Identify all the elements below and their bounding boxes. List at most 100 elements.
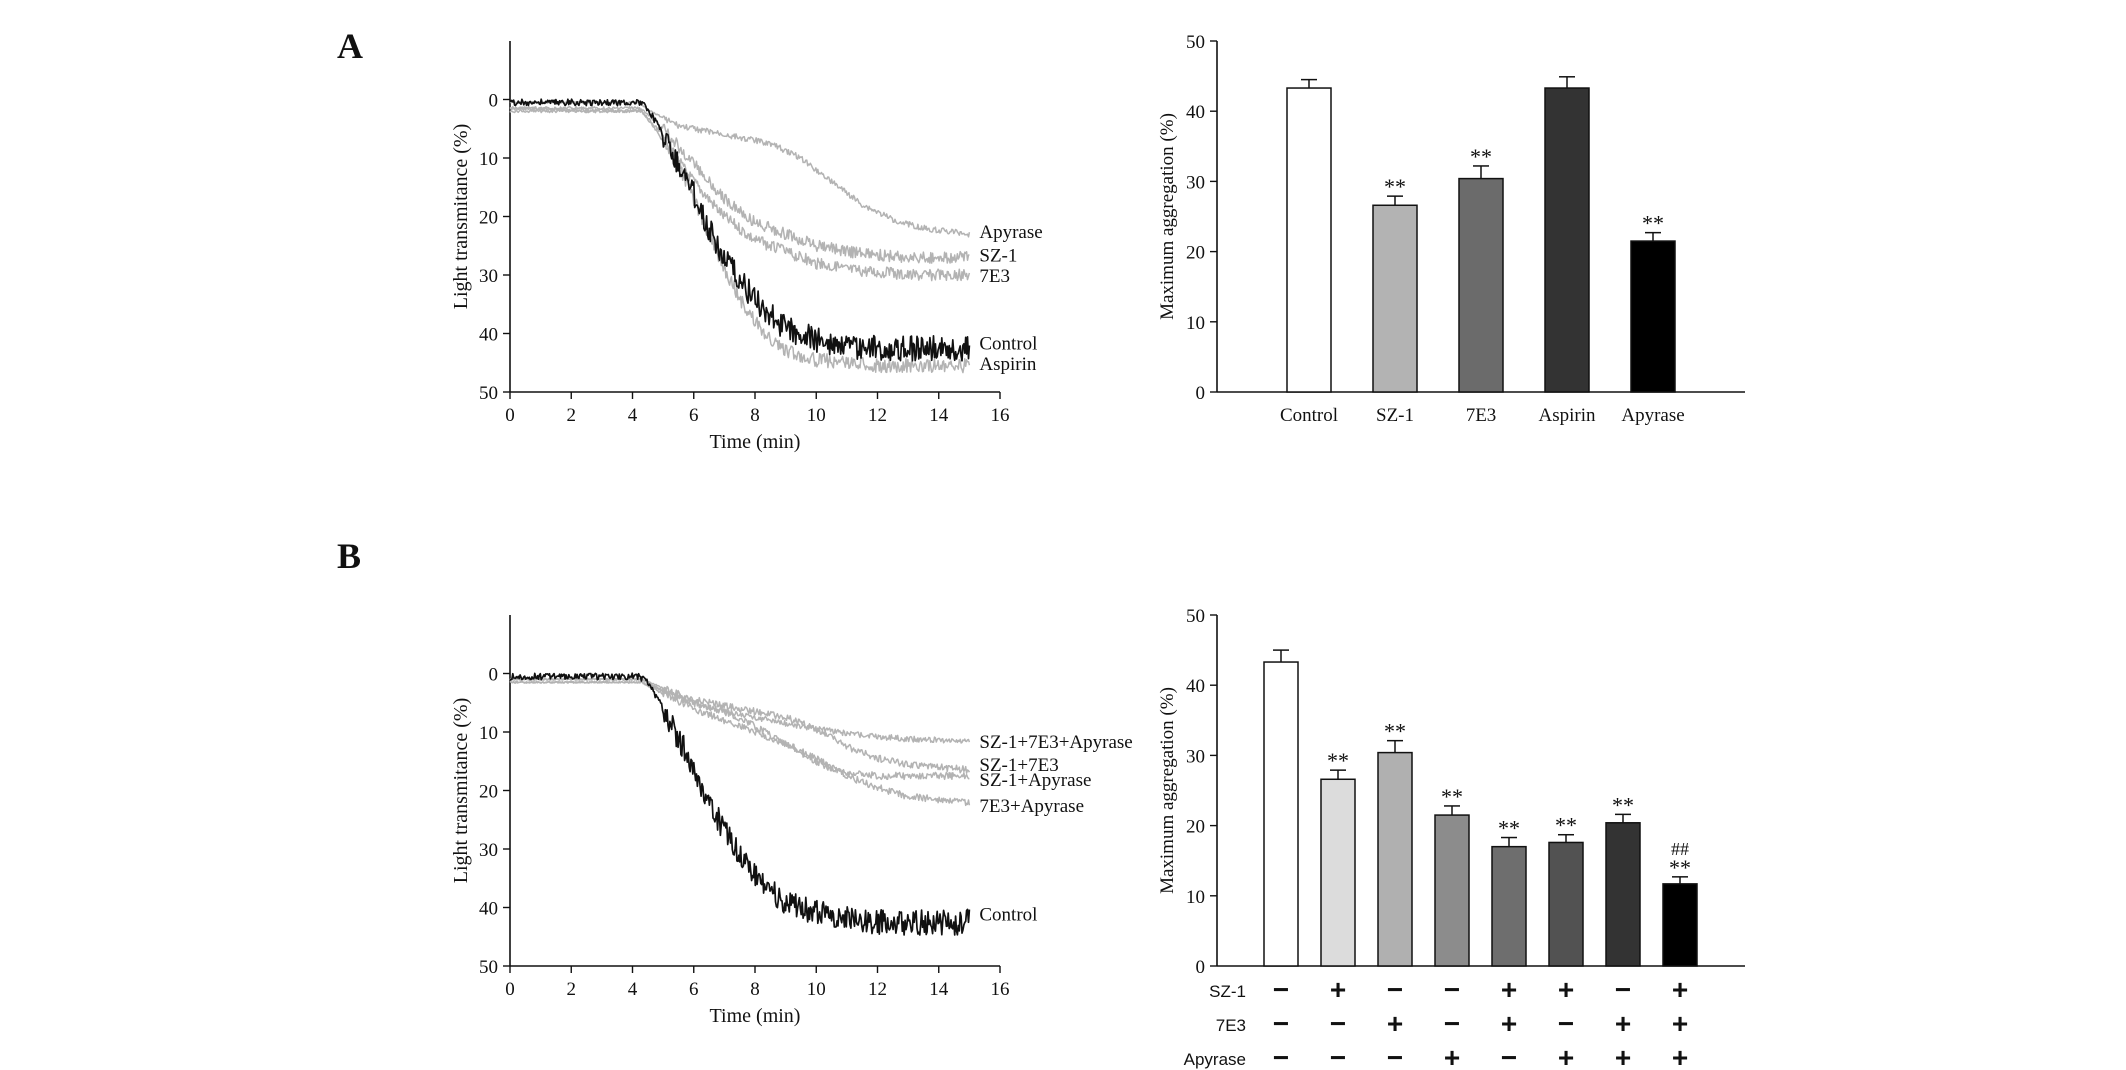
condition-sign: + <box>1501 974 1517 1005</box>
significance-label: ** <box>1642 211 1664 236</box>
y-tick-label: 50 <box>479 957 498 978</box>
series-label: Control <box>979 333 1037 354</box>
bar <box>1263 661 1299 967</box>
condition-sign: + <box>1330 974 1346 1005</box>
line-chart-a: 0 2 4 6 8 10 12 14 16 0 10 20 30 40 50 Time (min) Light … <box>450 41 1043 453</box>
condition-label: Apyrase <box>1184 1050 1246 1069</box>
y-tick-label: 10 <box>1186 887 1205 908</box>
bar <box>1605 822 1641 967</box>
condition-sign: − <box>1273 974 1289 1005</box>
condition-sign: + <box>1501 1008 1517 1039</box>
x-tick-label: 16 <box>991 405 1010 426</box>
condition-sign: − <box>1558 1008 1574 1039</box>
x-axis-title: Time (min) <box>710 1005 801 1027</box>
y-axis-title: Maximum aggregation (%) <box>1157 687 1178 894</box>
series-line-sz-1 <box>509 106 970 264</box>
y-tick-label: 10 <box>479 149 498 170</box>
condition-sign: − <box>1444 1008 1460 1039</box>
y-tick-label: 50 <box>1186 32 1205 53</box>
y-tick-label: 40 <box>1186 676 1205 697</box>
category-label: Apyrase <box>1621 405 1684 426</box>
series-label: Aspirin <box>979 354 1037 375</box>
bar-chart-a: 0 10 20 30 40 50 Maximum aggregation (%) Contro… <box>1157 32 1745 426</box>
y-axis-title: Light transmitance (%) <box>450 124 472 310</box>
significance-label: ** <box>1498 816 1520 841</box>
x-tick-label: 4 <box>628 405 638 426</box>
category-label: SZ-1 <box>1376 405 1414 426</box>
series-label: SZ-1 <box>979 246 1017 267</box>
condition-sign: − <box>1273 1008 1289 1039</box>
category-label: 7E3 <box>1466 405 1497 426</box>
bar <box>1548 841 1584 967</box>
y-axis-title: Light transmitance (%) <box>450 698 472 884</box>
panel-label-a: A <box>337 26 363 66</box>
y-tick-label: 0 <box>1196 957 1206 978</box>
y-tick-label: 20 <box>1186 817 1205 838</box>
condition-sign: − <box>1387 974 1403 1005</box>
condition-sign: − <box>1273 1042 1289 1070</box>
significance-label: ** <box>1669 855 1691 880</box>
x-tick-label: 14 <box>929 979 949 1000</box>
x-tick-label: 10 <box>807 979 826 1000</box>
condition-sign: − <box>1615 974 1631 1005</box>
bar <box>1434 814 1470 967</box>
series-line-7e3 <box>509 109 971 282</box>
series-label: SZ-1+Apyrase <box>979 770 1091 791</box>
y-tick-label: 30 <box>1186 746 1205 767</box>
bar <box>1630 240 1676 393</box>
series-label: SZ-1+7E3+Apyrase <box>979 732 1132 753</box>
y-tick-label: 20 <box>479 208 498 229</box>
condition-sign: + <box>1558 974 1574 1005</box>
y-tick-label: 30 <box>1186 172 1205 193</box>
category-label: Control <box>1280 405 1338 426</box>
bar <box>1458 177 1504 393</box>
x-tick-label: 16 <box>991 979 1010 1000</box>
condition-label: 7E3 <box>1216 1016 1246 1035</box>
y-tick-label: 40 <box>1186 102 1205 123</box>
bar <box>1491 845 1527 967</box>
y-tick-label: 0 <box>1196 383 1206 404</box>
condition-sign: + <box>1615 1042 1631 1070</box>
y-tick-label: 40 <box>479 325 498 346</box>
condition-sign: + <box>1558 1042 1574 1070</box>
y-tick-label: 30 <box>479 266 498 287</box>
significance-label-2: ## <box>1671 839 1689 859</box>
panel-label-b: B <box>337 536 361 576</box>
y-tick-label: 30 <box>479 840 498 861</box>
significance-label: ** <box>1470 144 1492 169</box>
series-line-control <box>509 98 971 362</box>
bar <box>1286 87 1332 393</box>
series-line-7e3-apyrase <box>509 677 971 807</box>
condition-sign: − <box>1330 1042 1346 1070</box>
series-line-sz-1-apyrase <box>509 680 970 781</box>
condition-label: SZ-1 <box>1209 982 1246 1001</box>
x-tick-label: 6 <box>689 405 699 426</box>
significance-label: ** <box>1384 719 1406 744</box>
x-tick-label: 12 <box>868 405 887 426</box>
series-label: Apyrase <box>979 222 1042 243</box>
condition-sign: + <box>1672 1042 1688 1070</box>
series-line-control <box>509 672 971 936</box>
x-tick-label: 8 <box>750 979 760 1000</box>
condition-sign: + <box>1672 974 1688 1005</box>
significance-label: ** <box>1612 792 1634 817</box>
x-tick-label: 2 <box>567 979 577 1000</box>
x-tick-label: 12 <box>868 979 887 1000</box>
x-tick-label: 4 <box>628 979 638 1000</box>
condition-sign: − <box>1330 1008 1346 1039</box>
y-tick-label: 20 <box>479 782 498 803</box>
series-label: 7E3 <box>979 266 1010 287</box>
line-chart-b: 0 2 4 6 8 10 12 14 16 0 10 20 30 40 50 Time (min) Light … <box>450 615 1133 1027</box>
x-tick-label: 6 <box>689 979 699 1000</box>
condition-sign: − <box>1387 1042 1403 1070</box>
x-tick-label: 0 <box>505 405 515 426</box>
series-line-apyrase <box>509 100 971 238</box>
condition-sign: + <box>1672 1008 1688 1039</box>
condition-sign: − <box>1444 974 1460 1005</box>
series-label: Control <box>979 904 1037 925</box>
bar <box>1544 87 1590 393</box>
x-tick-label: 14 <box>929 405 949 426</box>
y-axis-title: Maximum aggregation (%) <box>1157 113 1178 320</box>
y-tick-label: 40 <box>479 899 498 920</box>
